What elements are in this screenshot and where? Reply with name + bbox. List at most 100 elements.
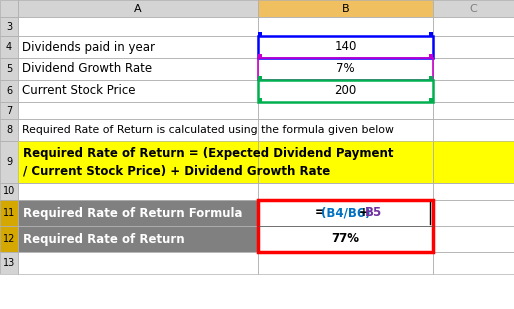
Text: Dividend Growth Rate: Dividend Growth Rate — [22, 62, 152, 75]
Bar — [18, 200, 258, 226]
Bar — [258, 0, 433, 17]
Bar — [0, 58, 18, 80]
Bar — [258, 80, 433, 102]
Bar — [433, 226, 514, 252]
Bar — [258, 102, 433, 119]
Bar — [0, 226, 18, 252]
Bar — [433, 17, 514, 36]
Bar — [0, 141, 18, 183]
Bar — [0, 200, 18, 226]
Bar — [433, 36, 514, 58]
Bar — [433, 252, 514, 274]
Bar — [0, 0, 18, 17]
Bar — [258, 0, 433, 17]
Text: B5: B5 — [365, 206, 382, 219]
Bar — [433, 102, 514, 119]
Bar — [258, 76, 262, 80]
Bar — [433, 102, 514, 119]
Bar — [18, 58, 258, 80]
Bar — [433, 0, 514, 17]
Text: Required Rate of Return is calculated using the formula given below: Required Rate of Return is calculated us… — [22, 125, 394, 135]
Bar — [18, 36, 258, 58]
Bar — [18, 252, 258, 274]
Bar — [433, 183, 514, 200]
Text: 4: 4 — [6, 42, 12, 52]
Bar — [0, 36, 18, 58]
Bar — [433, 200, 514, 226]
Text: +: + — [359, 206, 369, 219]
Bar — [258, 98, 262, 102]
Bar — [0, 36, 18, 58]
Bar — [258, 102, 433, 119]
Bar — [0, 119, 18, 141]
Text: 140: 140 — [334, 40, 357, 53]
Text: 7: 7 — [6, 105, 12, 116]
Bar — [258, 54, 262, 58]
Bar — [0, 226, 18, 252]
Bar — [258, 54, 262, 58]
Bar — [18, 141, 258, 183]
Bar — [0, 0, 18, 17]
Text: =: = — [315, 206, 325, 219]
Bar — [18, 102, 258, 119]
Bar — [18, 0, 258, 17]
Bar — [258, 183, 433, 200]
Bar — [18, 119, 258, 141]
Bar — [433, 36, 514, 58]
Bar — [429, 54, 433, 58]
Bar — [18, 141, 258, 183]
Text: 9: 9 — [6, 157, 12, 167]
Bar — [433, 119, 514, 141]
Bar — [258, 80, 433, 102]
Bar — [18, 80, 258, 102]
Bar — [258, 32, 262, 36]
Text: 12: 12 — [3, 234, 15, 244]
Bar — [433, 200, 514, 226]
Text: Current Stock Price: Current Stock Price — [22, 84, 136, 98]
Text: A: A — [134, 3, 142, 14]
Bar — [18, 58, 258, 80]
Text: (B4/B6): (B4/B6) — [321, 206, 370, 219]
Bar — [0, 80, 18, 102]
Bar — [258, 252, 433, 274]
Bar — [258, 119, 433, 141]
Bar — [433, 141, 514, 183]
Bar — [258, 226, 433, 252]
Bar — [433, 0, 514, 17]
Bar — [433, 119, 514, 141]
Bar — [18, 252, 258, 274]
Bar — [433, 58, 514, 80]
Bar — [0, 119, 18, 141]
Bar — [258, 200, 433, 226]
Bar — [18, 0, 258, 17]
Bar — [18, 80, 258, 102]
Bar — [0, 102, 18, 119]
Bar — [429, 54, 433, 58]
Text: Required Rate of Return Formula: Required Rate of Return Formula — [23, 206, 243, 219]
Bar — [429, 32, 433, 36]
Bar — [258, 183, 433, 200]
Bar — [433, 141, 514, 183]
Bar — [258, 252, 433, 274]
Bar — [433, 252, 514, 274]
Text: 5: 5 — [6, 64, 12, 74]
Bar — [0, 102, 18, 119]
Bar — [0, 252, 18, 274]
Bar — [258, 141, 433, 183]
Bar — [433, 226, 514, 252]
Bar — [258, 119, 433, 141]
Bar — [429, 76, 433, 80]
Text: 7%: 7% — [336, 62, 355, 75]
Bar — [433, 80, 514, 102]
Text: 3: 3 — [6, 22, 12, 32]
Bar — [258, 58, 433, 80]
Bar — [258, 36, 433, 58]
Bar — [0, 17, 18, 36]
Text: 77%: 77% — [332, 232, 359, 245]
Bar — [258, 80, 433, 102]
Bar — [0, 17, 18, 36]
Bar — [18, 183, 258, 200]
Bar — [18, 226, 258, 252]
Bar — [433, 58, 514, 80]
Bar — [18, 17, 258, 36]
